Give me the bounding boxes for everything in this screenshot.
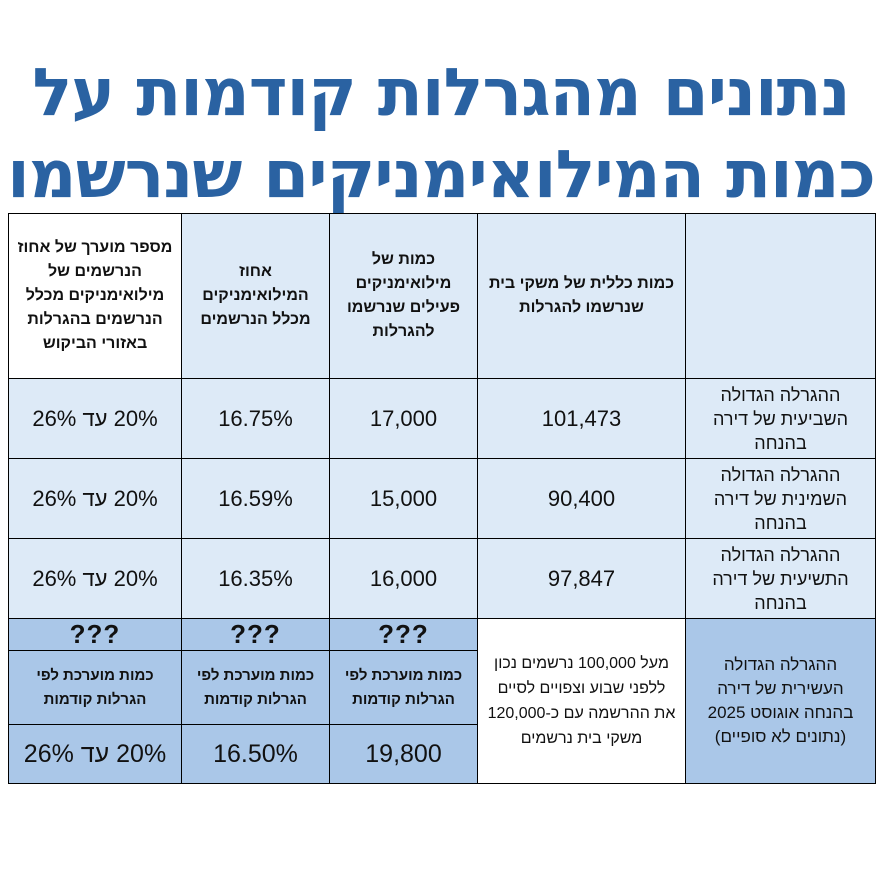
header-demand-areas-percent: מספר מוערך של אחוז הנרשמים של מילואימניק… xyxy=(8,213,182,379)
table-header-row: כמות כללית של משקי בית שנרשמו להגרלות כמ… xyxy=(8,213,876,379)
row-draw-label: ההגרלה הגדולה השביעית של דירה בהנחה xyxy=(685,378,876,459)
estimate-reservists-value: 19,800 xyxy=(329,724,478,784)
row-percent-value: 16.75% xyxy=(181,378,330,459)
row-reservists-value: 15,000 xyxy=(329,458,478,539)
title-line-1: נתונים מהגרלות קודמות על xyxy=(32,54,850,131)
row-reservists-value: 16,000 xyxy=(329,538,478,619)
row-total-value: 90,400 xyxy=(477,458,686,539)
last-row-estimate-values: 19,800 16.50% 20% עד 26% xyxy=(8,724,876,784)
row-total-value: 101,473 xyxy=(477,378,686,459)
row-demand-value: 20% עד 26% xyxy=(8,538,182,619)
draw-data-table: כמות כללית של משקי בית שנרשמו להגרלות כמ… xyxy=(8,213,876,784)
row-percent-value: 16.35% xyxy=(181,538,330,619)
last-row-estimate-label: כמות מוערכת לפי הגרלות קודמות כמות מוערכ… xyxy=(8,650,876,725)
row-reservists-value: 17,000 xyxy=(329,378,478,459)
table-row: ההגרלה הגדולה השביעית של דירה בהנחה 101,… xyxy=(8,378,876,459)
estimate-percent-value: 16.50% xyxy=(181,724,330,784)
table-row: ההגרלה הגדולה התשיעית של דירה בהנחה 97,8… xyxy=(8,538,876,619)
estimate-label: כמות מוערכת לפי הגרלות קודמות xyxy=(8,650,182,725)
unknown-marker: ??? xyxy=(8,618,182,651)
header-draw xyxy=(685,213,876,379)
table-row: ההגרלה הגדולה השמינית של דירה בהנחה 90,4… xyxy=(8,458,876,539)
last-draw-label: ההגרלה הגדולה העשירית של דירה בהנחה אוגו… xyxy=(685,618,876,784)
header-reservists-count: כמות של מילואימניקים פעילים שנרשמו להגרל… xyxy=(329,213,478,379)
row-draw-label: ההגרלה הגדולה השמינית של דירה בהנחה xyxy=(685,458,876,539)
header-total-households: כמות כללית של משקי בית שנרשמו להגרלות xyxy=(477,213,686,379)
unknown-marker: ??? xyxy=(181,618,330,651)
row-draw-label: ההגרלה הגדולה התשיעית של דירה בהנחה xyxy=(685,538,876,619)
row-total-value: 97,847 xyxy=(477,538,686,619)
title-line-2: כמות המילואימניקים שנרשמו xyxy=(7,136,876,213)
last-row-unknown: ההגרלה הגדולה העשירית של דירה בהנחה אוגו… xyxy=(8,618,876,784)
estimate-label: כמות מוערכת לפי הגרלות קודמות xyxy=(181,650,330,725)
row-demand-value: 20% עד 26% xyxy=(8,378,182,459)
page-title: נתונים מהגרלות קודמות על כמות המילואימני… xyxy=(0,52,882,216)
unknown-marker: ??? xyxy=(329,618,478,651)
row-percent-value: 16.59% xyxy=(181,458,330,539)
header-reservists-percent: אחוז המילואימניקים מכלל הנרשמים xyxy=(181,213,330,379)
row-demand-value: 20% עד 26% xyxy=(8,458,182,539)
estimate-label: כמות מוערכת לפי הגרלות קודמות xyxy=(329,650,478,725)
last-total-note: מעל 100,000 נרשמים נכון ללפני שבוע וצפוי… xyxy=(477,618,686,784)
estimate-demand-value: 20% עד 26% xyxy=(8,724,182,784)
